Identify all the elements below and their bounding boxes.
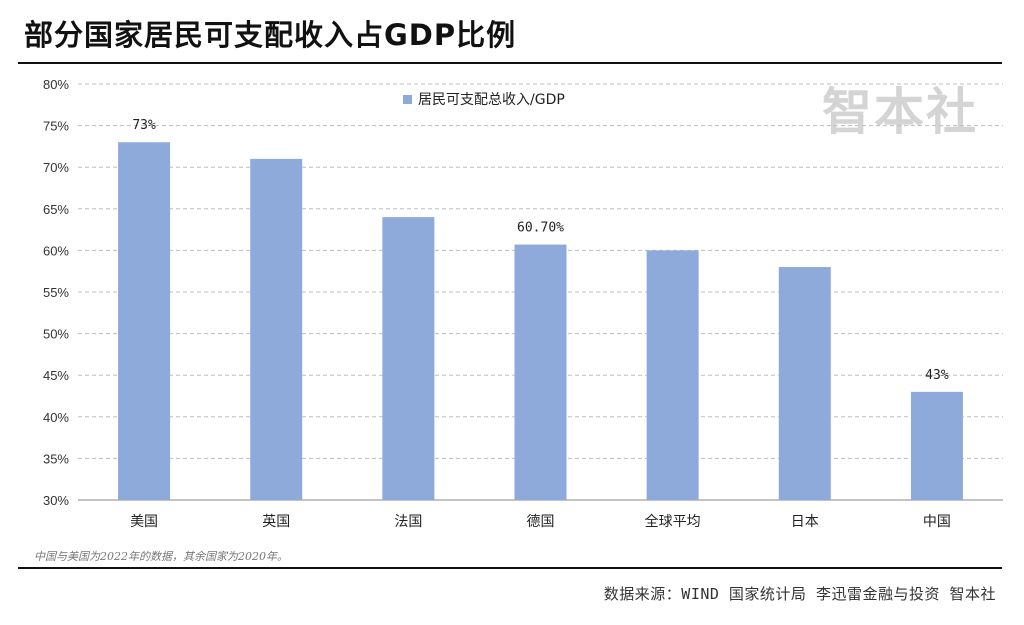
data-label: 73% [132,118,156,133]
y-tick-label: 35% [43,451,69,466]
watermark-logo: 智本社 [822,83,978,141]
bar [382,217,435,500]
bar [514,244,567,500]
bar [118,142,171,501]
bar [646,250,699,500]
y-tick-label: 80% [43,77,69,92]
title-divider [18,62,1002,64]
bar [778,267,831,500]
data-label: 60.70% [517,221,564,236]
data-label: 43% [925,368,949,383]
bar [910,391,963,500]
bar [250,158,303,500]
x-category-label: 中国 [923,514,951,530]
y-tick-label: 30% [43,493,69,508]
y-tick-label: 75% [43,119,69,134]
y-tick-label: 40% [43,410,69,425]
legend-swatch [403,95,412,104]
y-tick-label: 60% [43,243,69,258]
legend-label: 居民可支配总收入/GDP [418,92,565,108]
y-tick-label: 70% [43,160,69,175]
data-source: 数据来源：WIND 国家统计局 李迅雷金融与投资 智本社 [603,585,996,603]
y-tick-label: 65% [43,202,69,217]
x-category-label: 英国 [262,513,290,530]
x-category-label: 全球平均 [645,513,701,530]
y-tick-label: 50% [43,327,69,342]
x-category-label: 美国 [130,514,158,530]
y-tick-label: 55% [43,285,69,300]
y-tick-label: 45% [43,368,69,383]
x-category-label: 法国 [394,514,422,530]
x-category-label: 德国 [527,514,555,530]
x-category-label: 日本 [791,514,819,530]
page-title: 部分国家居民可支配收入占GDP比例 [24,18,517,52]
footer-divider [18,567,1002,569]
footnote: 中国与美国为2022年的数据，其余国家为2020年。 [34,550,288,563]
